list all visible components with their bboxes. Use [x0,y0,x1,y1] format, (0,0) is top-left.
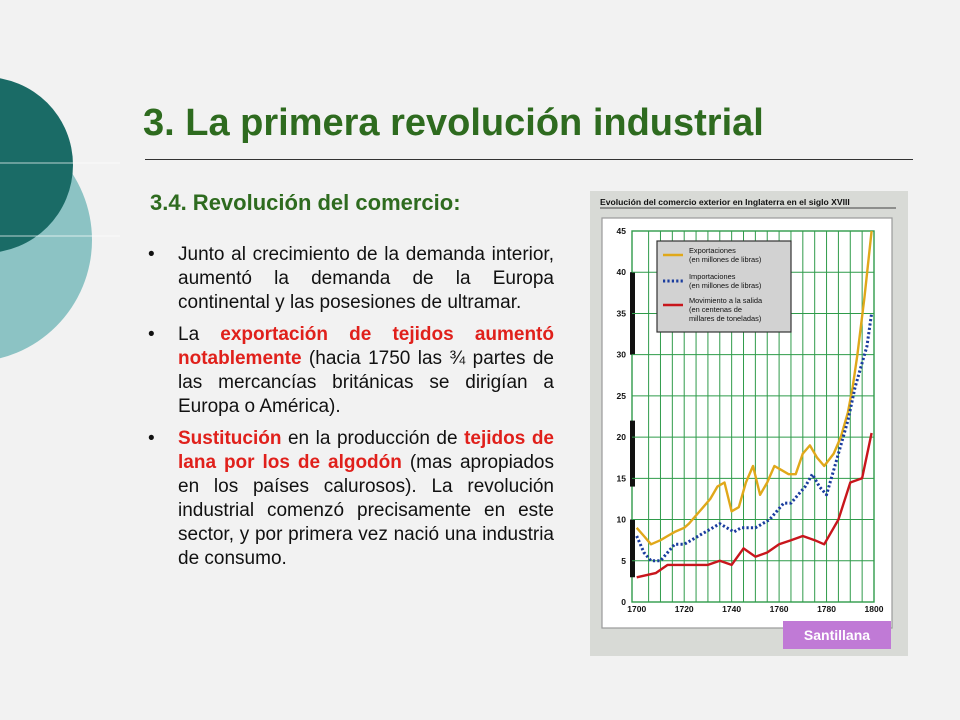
y-tick-label: 0 [621,597,626,607]
highlighted-text: Sustitución [178,428,282,449]
section-subtitle: 3.4. Revolución del comercio: [150,190,461,215]
y-tick-label: 35 [617,308,627,318]
y-tick-label: 5 [621,556,626,566]
trade-chart: Evolución del comercio exterior en Ingla… [590,191,908,656]
legend-label: (en millones de libras) [689,255,761,264]
bullet-list: • Junto al crecimiento de la demanda inte… [148,243,554,579]
highlighted-text: exportación de tejidos aumentó notableme… [178,324,554,369]
x-tick-label: 1700 [627,604,646,614]
y-tick-label: 20 [617,432,627,442]
y-tick-label: 15 [617,473,627,483]
publisher-badge [783,621,891,649]
dark-teal-circle [0,78,73,252]
publisher-label: Santillana [804,627,870,643]
bullet-text: Junto al crecimiento de la demanda inter… [178,244,554,313]
legend-label: millares de toneladas) [689,314,761,323]
slide-title: 3. La primera revolución industrial [143,102,764,144]
y-tick-label: 40 [617,267,627,277]
y-tick-label: 30 [617,350,627,360]
y-tick-label: 45 [617,226,627,236]
y-axis-bar-segment [630,519,635,578]
series-line-imports [635,313,874,563]
bullet-text: en la producción de [281,428,465,449]
bullet-item: • Junto al crecimiento de la demanda inte… [148,243,554,315]
chart-svg: Evolución del comercio exterior en Ingla… [600,197,896,649]
bullet-item: • La exportación de tejidos aumentó notab… [148,323,554,419]
legend-label: (en centenas de [689,305,742,314]
series-line-shipping [636,432,873,579]
y-axis-bar-segment [630,420,635,487]
y-tick-label: 25 [617,391,627,401]
bullet-text: (hacia 1750 las ¾ partes de las mercancí… [178,348,554,417]
bullet-symbol: • [148,428,155,449]
x-tick-label: 1800 [865,604,884,614]
bullet-symbol: • [148,324,155,345]
bullet-text: La [178,324,221,345]
series-line-exports [635,230,873,546]
title-divider [145,159,913,160]
bullet-text: (mas apropiados en los países calurosos)… [178,452,555,569]
bullet-symbol: • [148,244,155,265]
decorative-circles [0,78,120,359]
x-tick-label: 1760 [770,604,789,614]
chart-title: Evolución del comercio exterior en Ingla… [600,197,850,207]
legend-label: Movimiento a la salida [689,296,763,305]
legend-label: Exportaciones [689,246,736,255]
y-tick-label: 10 [617,515,627,525]
bullet-item: • Sustitución en la producción de tejidos… [148,427,554,571]
x-tick-label: 1740 [722,604,741,614]
highlighted-text: tejidos de lana por los de algodón [178,428,555,473]
x-tick-label: 1780 [817,604,836,614]
legend-label: Importaciones [689,272,736,281]
legend-label: (en millones de libras) [689,281,761,290]
x-tick-label: 1720 [675,604,694,614]
